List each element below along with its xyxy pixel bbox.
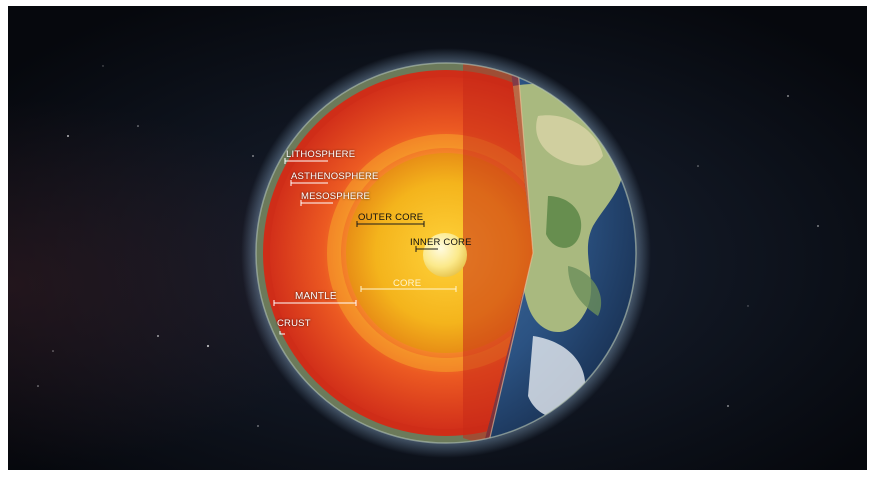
cut-edge: [487, 67, 534, 443]
globe-rim: [255, 62, 637, 444]
crust-label: CRUST: [277, 318, 311, 329]
label-lines: [273, 158, 457, 335]
lithosphere-label: LITHOSPHERE: [286, 149, 356, 160]
crust-line: [279, 331, 285, 335]
core-line: [360, 286, 457, 292]
core-label: CORE: [393, 278, 422, 289]
mantle-line: [273, 300, 357, 306]
lithosphere-line: [284, 158, 328, 164]
earth-cutaway-diagram: [8, 6, 867, 470]
asthenosphere-line: [290, 180, 328, 186]
mesosphere-label: MESOSPHERE: [301, 191, 371, 202]
asthenosphere-label: ASTHENOSPHERE: [291, 171, 379, 182]
inner-core-label: INNER CORE: [410, 237, 472, 248]
cut-face: [463, 63, 533, 443]
mesosphere-line: [300, 200, 333, 206]
inner-core: [423, 233, 467, 277]
earth-layers-image: LITHOSPHERE ASTHENOSPHERE MESOSPHERE OUT…: [8, 6, 867, 470]
inner-core-line: [415, 246, 438, 252]
outer-core-label: OUTER CORE: [358, 212, 424, 223]
mantle-label: MANTLE: [295, 291, 337, 302]
stars: [37, 65, 819, 427]
outer-core-glow: [327, 134, 533, 372]
outer-core-line: [356, 221, 425, 227]
